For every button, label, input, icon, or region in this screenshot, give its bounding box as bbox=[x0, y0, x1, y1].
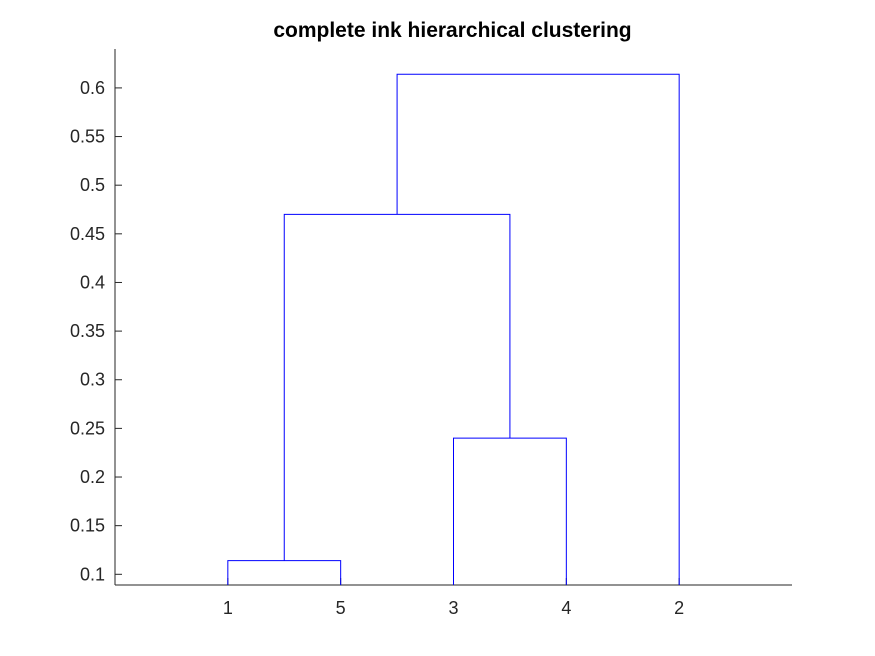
y-tick-label: 0.25 bbox=[70, 418, 105, 438]
dendrogram-links bbox=[227, 73, 680, 585]
dendrogram-link bbox=[453, 437, 567, 585]
x-tick-label: 2 bbox=[674, 598, 684, 618]
tick-labels: 0.1 0.15 0.2 0.25 0.3 0.35 0.4 0.45 0.5 0.55 0.6 1 5… bbox=[70, 78, 684, 618]
y-tick-label: 0.45 bbox=[70, 224, 105, 244]
y-tick-label: 0.35 bbox=[70, 321, 105, 341]
x-tick-label: 5 bbox=[336, 598, 346, 618]
x-tick-label: 1 bbox=[223, 598, 233, 618]
y-tick-label: 0.4 bbox=[80, 272, 105, 292]
y-tick-label: 0.2 bbox=[80, 467, 105, 487]
dendrogram-link bbox=[396, 73, 680, 585]
y-tick-label: 0.15 bbox=[70, 516, 105, 536]
x-tick-label: 4 bbox=[561, 598, 571, 618]
y-tick-label: 0.55 bbox=[70, 127, 105, 147]
y-tick-label: 0.6 bbox=[80, 78, 105, 98]
chart-title: complete ink hierarchical clustering bbox=[273, 19, 632, 42]
dendrogram-link bbox=[227, 560, 342, 585]
y-tick-label: 0.5 bbox=[80, 175, 105, 195]
y-tick-label: 0.1 bbox=[80, 564, 105, 584]
dendrogram-link bbox=[283, 213, 511, 561]
x-tick-label: 3 bbox=[448, 598, 458, 618]
y-tick-label: 0.3 bbox=[80, 370, 105, 390]
